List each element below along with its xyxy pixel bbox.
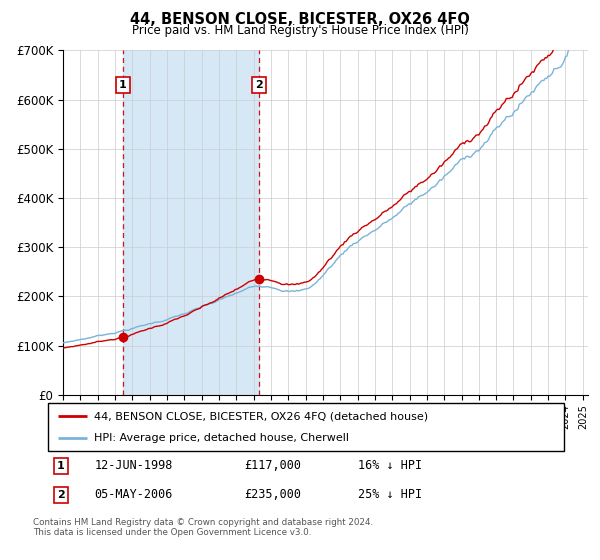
Bar <box>122 50 259 395</box>
Text: 12-JUN-1998: 12-JUN-1998 <box>94 459 173 472</box>
Text: 1: 1 <box>119 80 127 90</box>
Text: HPI: Average price, detached house, Cherwell: HPI: Average price, detached house, Cher… <box>94 433 349 443</box>
Text: 05-MAY-2006: 05-MAY-2006 <box>94 488 173 501</box>
Text: Contains HM Land Registry data © Crown copyright and database right 2024.
This d: Contains HM Land Registry data © Crown c… <box>33 518 373 538</box>
Text: Price paid vs. HM Land Registry's House Price Index (HPI): Price paid vs. HM Land Registry's House … <box>131 24 469 36</box>
Text: 44, BENSON CLOSE, BICESTER, OX26 4FQ (detached house): 44, BENSON CLOSE, BICESTER, OX26 4FQ (de… <box>94 411 428 421</box>
Text: £117,000: £117,000 <box>244 459 301 472</box>
Text: 2: 2 <box>256 80 263 90</box>
Text: 16% ↓ HPI: 16% ↓ HPI <box>358 459 422 472</box>
Text: £235,000: £235,000 <box>244 488 301 501</box>
Text: 2: 2 <box>57 490 65 500</box>
Text: 1: 1 <box>57 461 65 470</box>
Text: 25% ↓ HPI: 25% ↓ HPI <box>358 488 422 501</box>
Text: 44, BENSON CLOSE, BICESTER, OX26 4FQ: 44, BENSON CLOSE, BICESTER, OX26 4FQ <box>130 12 470 27</box>
